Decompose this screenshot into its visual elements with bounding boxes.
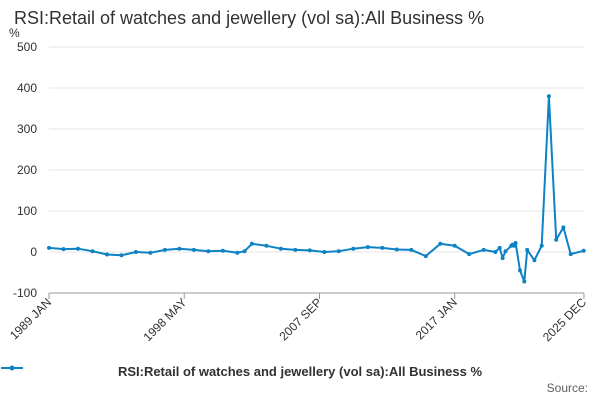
- data-point: [133, 250, 138, 254]
- series-layer: [47, 94, 586, 284]
- data-point: [105, 252, 109, 257]
- y-tick-label: 500: [17, 40, 37, 54]
- data-point: [500, 256, 505, 261]
- data-point: [336, 249, 341, 254]
- data-point: [307, 248, 312, 253]
- x-tick-label: 2017 JAN: [413, 295, 460, 342]
- data-point: [532, 258, 537, 263]
- data-point: [581, 248, 586, 253]
- y-tick-label: 300: [17, 122, 37, 136]
- data-point: [293, 247, 298, 252]
- data-point: [568, 252, 573, 257]
- data-point: [423, 254, 428, 259]
- data-point: [322, 250, 327, 254]
- y-tick-label: 100: [17, 204, 37, 218]
- data-point: [525, 247, 530, 252]
- y-tick-label: 400: [17, 81, 37, 95]
- chart-title: RSI:Retail of watches and jewellery (vol…: [14, 8, 485, 28]
- data-point: [409, 247, 414, 252]
- y-axis-unit-label: %: [9, 26, 20, 40]
- x-tick-label: 2007 SEP: [277, 295, 325, 343]
- data-point: [148, 250, 153, 255]
- data-point: [61, 247, 66, 252]
- data-point: [546, 94, 551, 99]
- data-point: [351, 246, 356, 251]
- x-axis: 1989 JAN 1998 MAY 2007 SEP 2017 JAN 2025 DEC: [7, 292, 589, 344]
- data-point: [518, 268, 522, 273]
- data-point: [278, 246, 283, 251]
- data-point: [561, 225, 566, 230]
- data-point: [481, 247, 486, 252]
- data-point: [522, 279, 527, 284]
- y-tick-label: 0: [30, 245, 37, 259]
- data-point: [177, 246, 182, 251]
- data-point: [365, 245, 370, 250]
- data-point: [394, 247, 399, 252]
- data-point: [452, 243, 457, 248]
- data-point: [220, 248, 225, 253]
- data-point: [438, 241, 443, 246]
- data-point: [467, 252, 472, 257]
- data-point: [47, 245, 51, 250]
- data-point: [554, 237, 559, 242]
- legend-label: RSI:Retail of watches and jewellery (vol…: [117, 364, 483, 379]
- data-point: [242, 249, 247, 254]
- data-point: [493, 250, 498, 254]
- data-point: [264, 243, 269, 248]
- data-point: [162, 247, 167, 252]
- legend[interactable]: RSI:Retail of watches and jewellery (vol…: [0, 364, 600, 379]
- data-point: [513, 241, 518, 245]
- data-point: [76, 246, 80, 251]
- data-point: [249, 241, 254, 246]
- data-point: [235, 250, 240, 255]
- data-point: [119, 253, 124, 258]
- series-line: [48, 95, 584, 283]
- y-tick-label: -100: [13, 286, 37, 300]
- source-label: Source:: [546, 381, 588, 395]
- data-point: [539, 243, 544, 248]
- y-axis-ticks: 500 400 300 200 100 0 -100: [13, 40, 37, 300]
- data-point: [497, 245, 502, 250]
- x-tick-label: 1989 JAN: [7, 295, 54, 342]
- legend-swatch-icon: [1, 365, 23, 371]
- data-point: [503, 249, 508, 254]
- data-point: [380, 245, 385, 250]
- data-point: [206, 249, 211, 254]
- x-tick-label: 1998 MAY: [140, 295, 189, 344]
- data-point: [90, 249, 95, 254]
- data-point: [191, 247, 196, 252]
- y-tick-label: 200: [17, 163, 37, 177]
- x-tick-label: 2025 DEC: [540, 295, 589, 344]
